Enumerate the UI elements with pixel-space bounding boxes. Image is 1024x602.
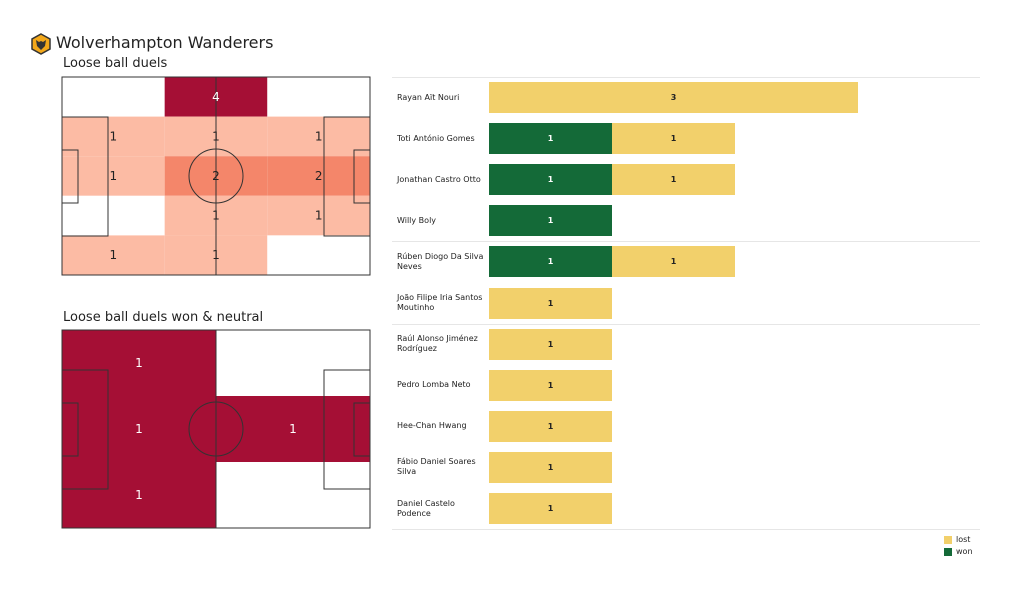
heatmap-cell <box>267 235 370 275</box>
pitch-title-won-neutral: Loose ball duels won & neutral <box>63 310 264 325</box>
player-label: Toti António Gomes <box>397 133 475 143</box>
heatmap-value: 1 <box>212 129 220 143</box>
bar-won: 1 <box>489 123 612 155</box>
legend-label-lost: lost <box>956 535 971 544</box>
player-label: João Filipe Iria Santos Moutinho <box>397 293 483 312</box>
heatmap-cell <box>216 330 370 396</box>
bar-lost: 1 <box>489 410 612 442</box>
heatmap-cell <box>62 116 165 157</box>
heatmap-value: 4 <box>212 90 220 104</box>
heatmap-cell <box>62 195 165 236</box>
heatmap-cell <box>62 330 216 396</box>
bar-won: 1 <box>489 164 612 196</box>
legend-won: won <box>944 547 973 556</box>
pitch-title-duels: Loose ball duels <box>63 56 168 71</box>
bar-value: 1 <box>670 134 677 144</box>
bar-lost: 1 <box>489 451 612 483</box>
heatmap-value: 1 <box>135 488 143 502</box>
bar-value: 1 <box>547 462 554 472</box>
bar-won: 1 <box>489 205 612 237</box>
bar-lost: 1 <box>489 287 612 319</box>
heatmap-cell <box>62 396 216 462</box>
heatmap-value: 1 <box>110 129 118 143</box>
bar-value: 3 <box>670 93 677 102</box>
heatmap-value: 1 <box>315 209 323 223</box>
heatmap-value: 2 <box>212 169 220 183</box>
bar-value: 1 <box>547 175 554 185</box>
heatmap-value: 1 <box>212 248 220 262</box>
player-label: Pedro Lomba Neto <box>397 380 471 390</box>
player-label: Daniel Castelo Podence <box>397 498 455 518</box>
heatmap-cell <box>62 77 165 117</box>
group-separator <box>392 77 980 78</box>
legend-swatch-won <box>944 547 952 556</box>
player-label: Raúl Alonso Jiménez Rodríguez <box>397 334 478 354</box>
heatmap-value: 1 <box>110 248 118 262</box>
bar-value: 1 <box>547 134 554 144</box>
heatmap-value: 2 <box>315 169 323 183</box>
heatmap-cell <box>267 116 370 157</box>
bar-value: 1 <box>670 257 677 267</box>
player-label: Hee-Chan Hwang <box>397 421 467 431</box>
bar-value: 1 <box>547 216 554 226</box>
heatmap-value: 1 <box>135 422 143 436</box>
heatmap-cell <box>267 156 370 196</box>
bar-lost: 1 <box>489 493 612 524</box>
player-label: Rayan Aït Nouri <box>397 92 460 102</box>
legend-lost: lost <box>944 535 970 544</box>
duels-heatmap-pitch: 4 1 1 1 1 2 2 1 1 1 1 <box>61 76 371 276</box>
heatmap-cell <box>62 156 165 196</box>
bar-lost: 1 <box>489 369 612 401</box>
player-label: Willy Boly <box>397 215 437 225</box>
player-label: Rúben Diogo Da Silva Neves <box>397 251 484 271</box>
bar-value: 1 <box>547 298 554 308</box>
heatmap-value: 1 <box>110 169 118 183</box>
heatmap-cell <box>267 77 370 117</box>
team-title: Wolverhampton Wanderers <box>56 33 274 52</box>
group-separator <box>392 241 980 242</box>
heatmap-value: 1 <box>212 209 220 223</box>
pitch-lines <box>61 329 371 529</box>
heatmap-value: 1 <box>135 356 143 370</box>
bar-lost: 3 <box>489 82 858 113</box>
group-separator <box>392 324 980 325</box>
heatmap-cell <box>216 396 370 462</box>
won-neutral-heatmap-pitch: 1 1 1 1 <box>61 329 371 529</box>
bar-value: 1 <box>547 257 554 267</box>
bar-value: 1 <box>670 175 677 185</box>
bar-value: 1 <box>547 504 554 513</box>
bar-value: 1 <box>547 421 554 431</box>
heatmap-value: 1 <box>315 129 323 143</box>
player-label: Fábio Daniel Soares Silva <box>397 457 476 477</box>
legend-label-won: won <box>956 547 973 556</box>
bar-value: 1 <box>547 339 554 349</box>
bar-lost: 1 <box>612 123 735 155</box>
heatmap-cell <box>216 462 370 528</box>
heatmap-value: 1 <box>289 422 297 436</box>
bar-lost: 1 <box>489 328 612 360</box>
bar-lost: 1 <box>612 246 735 278</box>
heatmap-cell <box>62 235 165 275</box>
pitch-lines <box>61 76 371 276</box>
group-separator <box>392 529 980 530</box>
bar-won: 1 <box>489 246 612 278</box>
wolves-crest-icon <box>31 33 51 55</box>
bar-value: 1 <box>547 380 554 390</box>
legend-swatch-lost <box>944 535 952 544</box>
player-label: Jonathan Castro Otto <box>397 174 481 184</box>
heatmap-cell <box>267 195 370 236</box>
bar-lost: 1 <box>612 164 735 196</box>
heatmap-cell <box>62 462 216 528</box>
